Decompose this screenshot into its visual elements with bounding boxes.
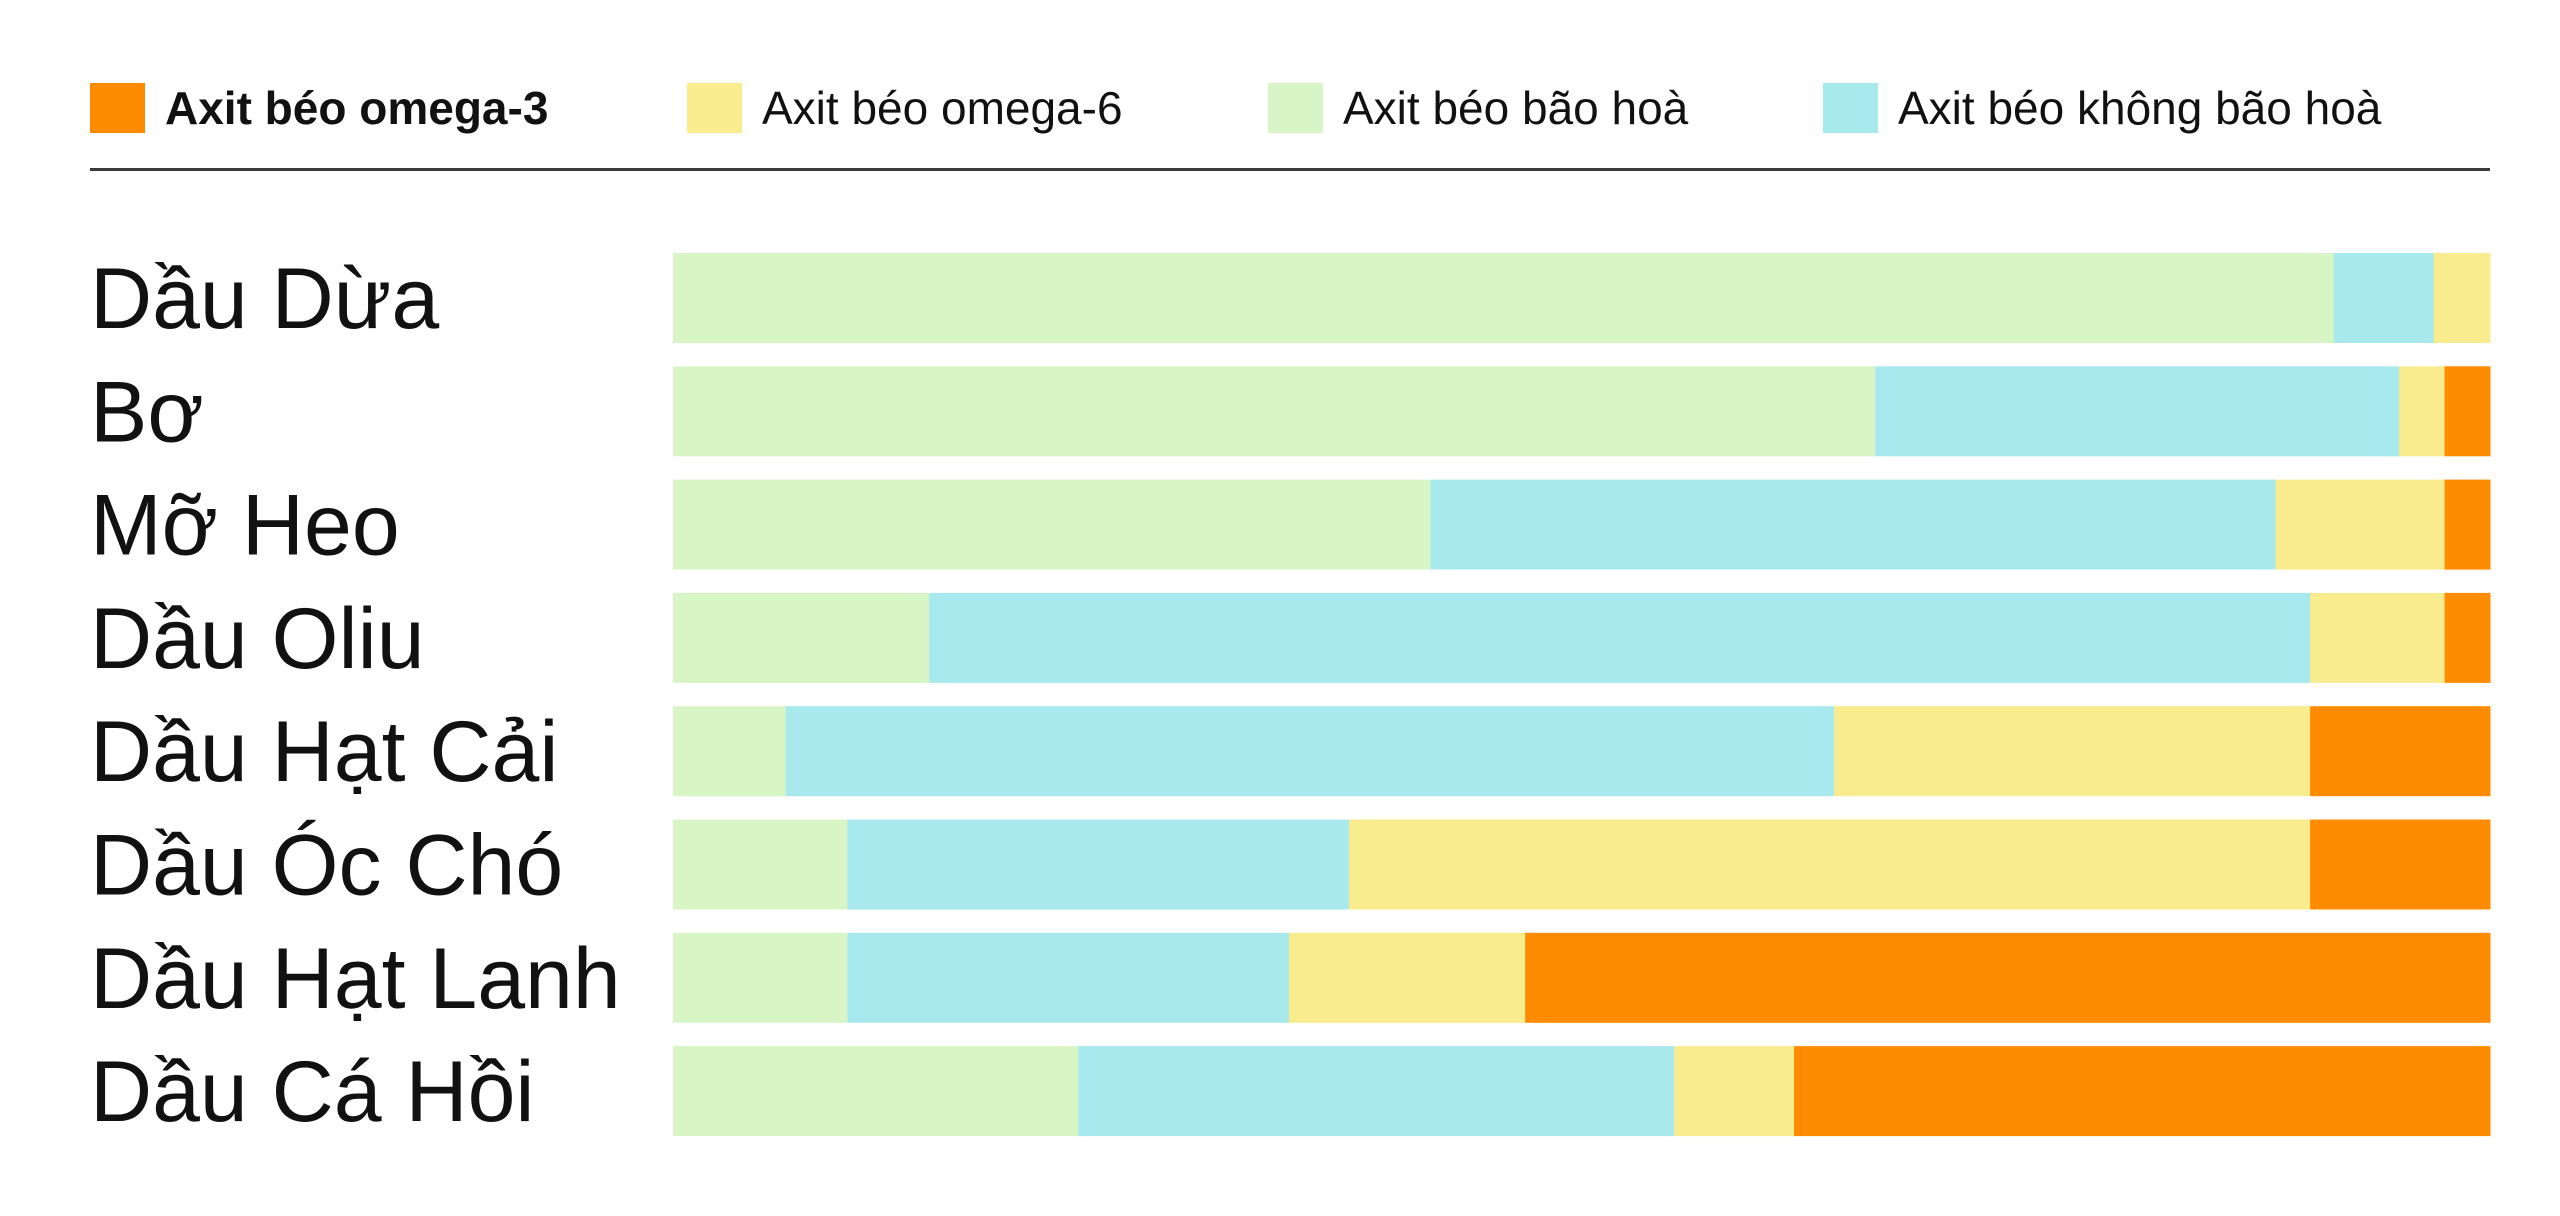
legend-divider bbox=[90, 168, 2490, 171]
bar-segment-axit-béo-bão-hoà bbox=[673, 253, 2335, 343]
legend: Axit béo omega-3 Axit béo omega-6 Axit b… bbox=[90, 78, 2490, 138]
legend-label: Axit béo omega-6 bbox=[762, 82, 1123, 134]
legend-swatch-saturated bbox=[1268, 83, 1323, 133]
category-label: Dầu Dừa bbox=[90, 251, 439, 347]
bar-segment-axit-béo-bão-hoà bbox=[673, 819, 848, 910]
legend-label: Axit béo không bão hoà bbox=[1898, 82, 2382, 134]
bar-segment-axit-béo-omega-6 bbox=[1288, 932, 1526, 1023]
bar-segment-axit-béo-omega-3 bbox=[1794, 1046, 2491, 1137]
bar-segment-axit-béo-omega-3 bbox=[2444, 592, 2491, 683]
legend-swatch-omega-3 bbox=[90, 83, 145, 133]
bar-segment-axit-béo-omega-6 bbox=[1834, 706, 2311, 797]
bar-segment-axit-béo-omega-6 bbox=[2310, 592, 2446, 683]
bar-segment-axit-béo-omega-6 bbox=[2275, 479, 2446, 570]
bar-segment-axit-béo-không-bão-hoà bbox=[847, 819, 1350, 910]
bar-segment-axit-béo-omega-3 bbox=[2310, 819, 2491, 910]
category-label: Dầu Hạt Cải bbox=[90, 704, 558, 800]
bar-segment-axit-béo-omega-6 bbox=[1674, 1046, 1795, 1137]
category-label: Dầu Oliu bbox=[90, 591, 425, 687]
bar-segment-axit-béo-bão-hoà bbox=[673, 1046, 1079, 1137]
bar-segment-axit-béo-bão-hoà bbox=[673, 366, 1876, 457]
legend-swatch-omega-6 bbox=[687, 83, 742, 133]
bar-segment-axit-béo-omega-3 bbox=[1525, 932, 2491, 1023]
bar-segment-axit-béo-bão-hoà bbox=[673, 479, 1432, 570]
category-label: Dầu Hạt Lanh bbox=[90, 931, 621, 1027]
category-label: Bơ bbox=[90, 364, 204, 460]
bar-segment-axit-béo-không-bão-hoà bbox=[929, 592, 2311, 683]
bar-segment-axit-béo-bão-hoà bbox=[673, 706, 787, 797]
legend-swatch-unsaturated bbox=[1823, 83, 1878, 133]
bar-segment-axit-béo-omega-3 bbox=[2444, 366, 2491, 457]
bar-segment-axit-béo-không-bão-hoà bbox=[1078, 1046, 1675, 1137]
bar-segment-axit-béo-omega-6 bbox=[1348, 819, 2311, 910]
category-label: Mỡ Heo bbox=[90, 478, 400, 574]
legend-label: Axit béo omega-3 bbox=[165, 82, 549, 134]
bar-segment-axit-béo-không-bão-hoà bbox=[785, 706, 1835, 797]
category-label: Dầu Cá Hồi bbox=[90, 1044, 535, 1140]
legend-item-unsaturated: Axit béo không bão hoà bbox=[1823, 78, 2381, 138]
bar-segment-axit-béo-bão-hoà bbox=[673, 592, 930, 683]
bar-segment-axit-béo-omega-3 bbox=[2444, 479, 2491, 570]
legend-item-saturated: Axit béo bão hoà bbox=[1268, 78, 1688, 138]
category-label: Dầu Óc Chó bbox=[90, 818, 563, 914]
bar-segment-axit-béo-không-bão-hoà bbox=[1875, 366, 2400, 457]
legend-item-omega-3: Axit béo omega-3 bbox=[90, 78, 548, 138]
bar-segment-axit-béo-không-bão-hoà bbox=[2333, 253, 2435, 343]
bar-segment-axit-béo-omega-3 bbox=[2310, 706, 2491, 797]
bar-segment-axit-béo-omega-6 bbox=[2433, 253, 2491, 343]
bar-segment-axit-béo-omega-6 bbox=[2399, 366, 2446, 457]
bar-segment-axit-béo-không-bão-hoà bbox=[847, 932, 1290, 1023]
legend-label: Axit béo bão hoà bbox=[1343, 82, 1689, 134]
legend-item-omega-6: Axit béo omega-6 bbox=[687, 78, 1123, 138]
bar-segment-axit-béo-bão-hoà bbox=[673, 932, 848, 1023]
bar-segment-axit-béo-không-bão-hoà bbox=[1430, 479, 2277, 570]
